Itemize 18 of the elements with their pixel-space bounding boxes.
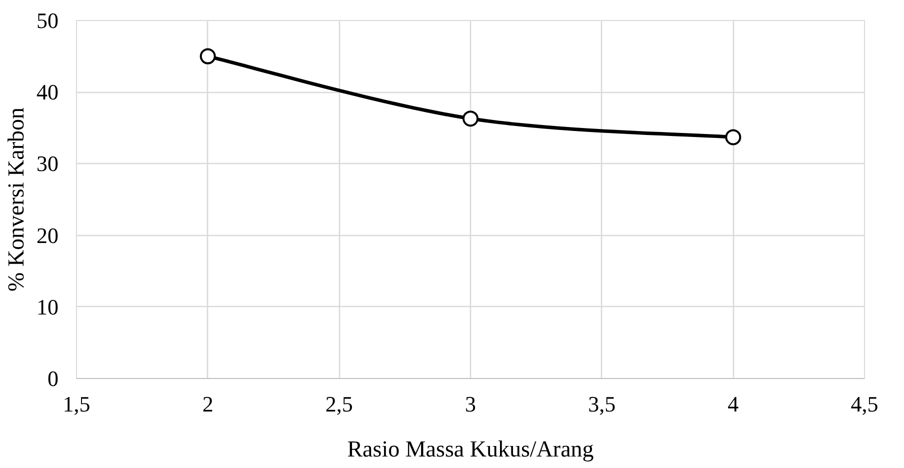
- y-tick-label: 30: [36, 151, 58, 176]
- y-tick-label: 40: [36, 80, 58, 105]
- x-axis-title: Rasio Massa Kukus/Arang: [347, 436, 594, 462]
- point: [200, 48, 216, 64]
- x-tick-label: 2,5: [325, 392, 353, 416]
- y-tick-label: 50: [36, 8, 58, 33]
- x-tick-label: 2: [202, 392, 214, 416]
- x-tick-label: 4: [728, 392, 739, 416]
- y-tick-label: 10: [36, 294, 58, 320]
- x-tick-label: 3,5: [588, 392, 616, 416]
- point: [725, 129, 742, 146]
- y-axis-title: % Konversi Karbon: [4, 107, 28, 292]
- y-tick-label: 0: [48, 366, 58, 391]
- x-tick-label: 4,5: [850, 392, 878, 416]
- x-tick-label: 3: [465, 392, 476, 416]
- y-tick-label: 20: [36, 222, 58, 248]
- x-tick-label: 1,5: [62, 392, 90, 416]
- point: [462, 110, 478, 127]
